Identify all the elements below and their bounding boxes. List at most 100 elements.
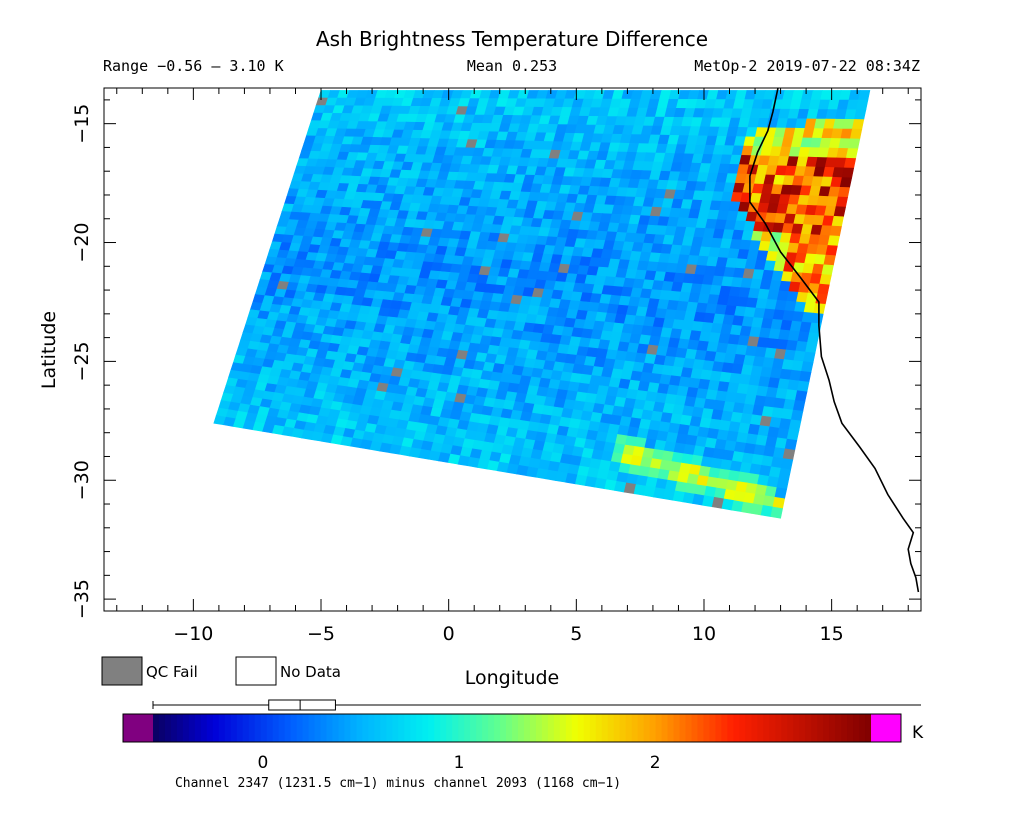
- colorbar-segment: [476, 714, 483, 742]
- source-text: MetOp-2 2019-07-22 08:34Z: [694, 57, 920, 75]
- swath-pixel: [854, 109, 867, 120]
- colorbar-segment: [500, 714, 507, 742]
- swath-pixel: [782, 448, 796, 461]
- colorbar-segment: [200, 714, 208, 742]
- colorbar-segment: [793, 714, 800, 742]
- colorbar-segment: [535, 714, 543, 742]
- colorbar-segment: [817, 714, 824, 742]
- colorbar-segment: [272, 714, 280, 742]
- swath-pixel: [825, 245, 838, 257]
- chart-title: Ash Brightness Temperature Difference: [316, 27, 708, 51]
- colorbar-segment: [338, 714, 346, 742]
- x-tick-label: 5: [570, 623, 582, 645]
- colorbar-tick-label: 1: [454, 753, 465, 773]
- legend-label-qc-fail: QC Fail: [146, 663, 198, 681]
- colorbar-segment: [284, 714, 292, 742]
- colorbar-segment: [655, 714, 663, 742]
- swath-pixel: [811, 312, 824, 325]
- colorbar-segment: [344, 714, 352, 742]
- swath-pixel: [858, 90, 871, 101]
- colorbar-segment: [332, 714, 340, 742]
- colorbar-segment: [751, 714, 758, 742]
- colorbar-segment: [512, 714, 519, 742]
- colorbar-segment: [266, 714, 274, 742]
- colorbar-over: [871, 714, 901, 742]
- colorbar-segment: [506, 714, 513, 742]
- swath-pixel: [827, 235, 840, 247]
- colorbar-segment: [440, 714, 447, 742]
- colorbar-segment: [236, 714, 244, 742]
- swath-pixel: [774, 487, 788, 500]
- colorbar-segment: [386, 714, 393, 742]
- colorbar-segment: [188, 714, 196, 742]
- colorbar-segment: [278, 714, 286, 742]
- swath-pixel: [786, 429, 800, 441]
- colorbar-segment: [404, 714, 411, 742]
- colorbar-segment: [835, 714, 842, 742]
- colorbar-segment: [721, 714, 728, 742]
- colorbar-segment: [769, 714, 776, 742]
- colorbar-segment: [691, 714, 699, 742]
- colorbar-segment: [170, 714, 178, 742]
- colorbar-segment: [553, 714, 561, 742]
- colorbar-segment: [811, 714, 818, 742]
- colorbar-segment: [356, 714, 364, 742]
- swath-pixel: [841, 167, 855, 179]
- colorbar-segment: [733, 714, 740, 742]
- colorbar-segment: [392, 714, 399, 742]
- colorbar-segment: [482, 714, 489, 742]
- x-axis-label: Longitude: [465, 667, 560, 689]
- swath-pixel: [788, 419, 802, 432]
- x-tick-label: −5: [307, 623, 335, 645]
- axis-ticks: −10 −5 0 5 10 15 −15 −20 −25 −30 −35: [71, 88, 921, 645]
- colorbar-segment: [523, 714, 531, 742]
- coastline: [749, 88, 920, 593]
- colorbar-segment: [853, 714, 860, 742]
- colorbar-segment: [739, 714, 746, 742]
- swath-pixel: [772, 496, 785, 509]
- range-text: Range −0.56 – 3.10 K: [103, 57, 284, 75]
- colorbar-segment: [637, 714, 645, 742]
- colorbar-segment: [212, 714, 220, 742]
- colorbar-segment: [679, 714, 687, 742]
- swath-pixel: [829, 225, 842, 237]
- colorbar-segment: [428, 714, 435, 742]
- swath-pixel: [819, 274, 832, 286]
- legend-swatch-qc-fail: [101, 656, 143, 686]
- swath-pixel: [845, 148, 859, 159]
- colorbar-segment: [541, 714, 549, 742]
- colorbar-segment: [667, 714, 675, 742]
- colorbar-segment: [841, 714, 848, 742]
- colorbar-segment: [619, 714, 627, 742]
- colorbar-segment: [362, 714, 369, 742]
- swath-pixels: [213, 90, 871, 519]
- colorbar-segment: [422, 714, 429, 742]
- colorbar-segment: [583, 714, 591, 742]
- colorbar-segment: [230, 714, 238, 742]
- colorbar-segment: [374, 714, 381, 742]
- swath-pixel: [770, 506, 783, 519]
- swath-pixel: [821, 264, 834, 276]
- colorbar-segment: [434, 714, 441, 742]
- swath-pixel: [803, 351, 816, 364]
- colorbar-segment: [865, 714, 872, 742]
- plot-frame: [103, 87, 922, 612]
- coastline-path: [749, 88, 920, 593]
- colorbar-segment: [153, 714, 160, 742]
- y-axis-label: Latitude: [38, 311, 60, 389]
- swath-pixel: [778, 467, 792, 480]
- colorbar-segment: [625, 714, 633, 742]
- x-tick-label: 10: [692, 623, 716, 645]
- colorbar-segment: [218, 714, 226, 742]
- colorbar-segment: [781, 714, 788, 742]
- colorbar-segment: [805, 714, 812, 742]
- colorbar-segment: [446, 714, 453, 742]
- colorbar-segment: [224, 714, 232, 742]
- colorbar-segment: [254, 714, 262, 742]
- x-tick-label: 15: [820, 623, 844, 645]
- colorbar-segment: [494, 714, 501, 742]
- colorbar-segment: [601, 714, 609, 742]
- y-tick-label: −25: [71, 341, 93, 381]
- colorbar-segment: [847, 714, 854, 742]
- colorbar-segment: [314, 714, 322, 742]
